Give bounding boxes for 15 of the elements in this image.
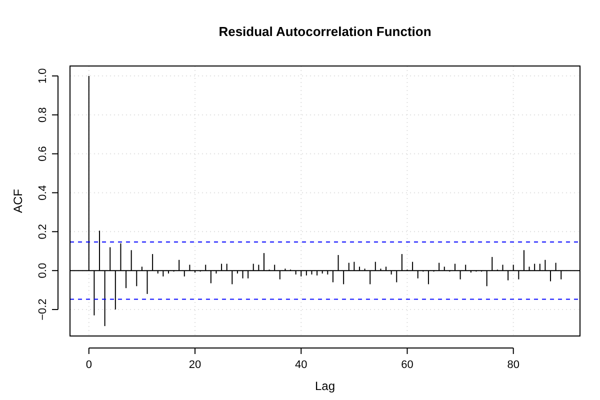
chart-title: Residual Autocorrelation Function <box>218 24 432 39</box>
y-tick-label: 0.0 <box>37 262 49 278</box>
x-tick-label: 80 <box>507 359 520 371</box>
x-tick-label: 20 <box>188 359 202 371</box>
y-tick-label: 0.8 <box>37 107 49 123</box>
y-tick-label: 0.2 <box>37 224 49 240</box>
x-tick-label: 40 <box>295 359 308 371</box>
x-axis-title: Lag <box>314 379 336 393</box>
y-axis-title: ACF <box>11 189 25 213</box>
y-tick-label: 0.4 <box>37 185 49 200</box>
x-tick-label: 0 <box>86 359 92 371</box>
y-tick-label: −0.2 <box>37 298 49 320</box>
y-tick-label: 0.6 <box>37 146 49 162</box>
y-tick-label: 1.0 <box>37 68 49 84</box>
x-tick-label: 60 <box>401 359 414 371</box>
